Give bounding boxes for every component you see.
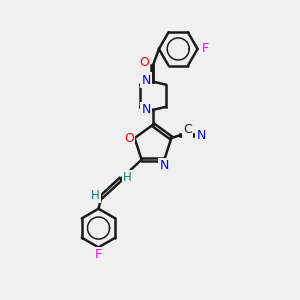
Text: F: F bbox=[95, 248, 102, 261]
Text: N: N bbox=[160, 159, 169, 172]
Text: O: O bbox=[124, 132, 134, 145]
Text: H: H bbox=[123, 171, 132, 184]
Text: N: N bbox=[196, 129, 206, 142]
Text: N: N bbox=[142, 103, 151, 116]
Text: O: O bbox=[139, 56, 149, 69]
Text: F: F bbox=[202, 42, 209, 56]
Text: H: H bbox=[91, 189, 99, 202]
Text: N: N bbox=[142, 74, 151, 87]
Text: C: C bbox=[183, 123, 192, 136]
